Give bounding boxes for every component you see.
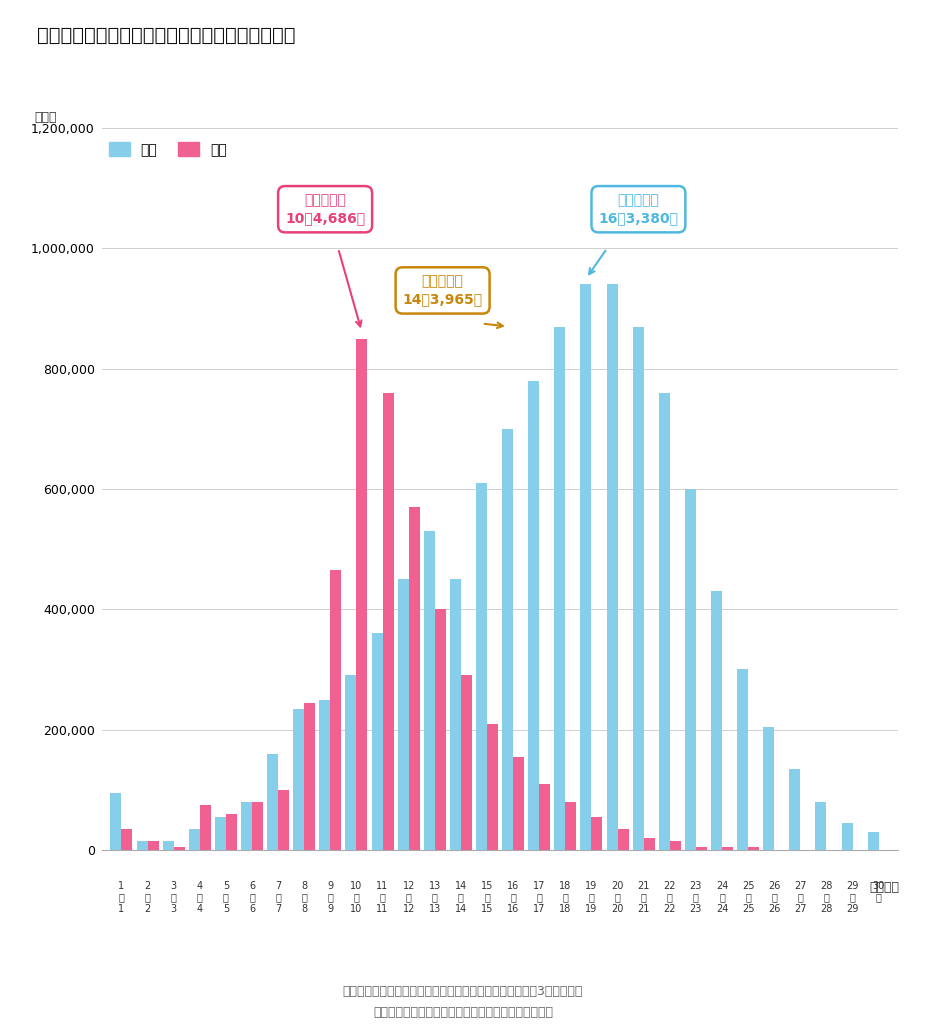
Bar bbox=[618, 828, 629, 850]
Bar bbox=[424, 531, 435, 850]
Bar bbox=[607, 285, 618, 850]
Bar bbox=[476, 483, 487, 850]
Text: 29
〜
29: 29 〜 29 bbox=[846, 882, 858, 913]
Bar bbox=[722, 847, 733, 850]
Text: 全体の平均
14万3,965円: 全体の平均 14万3,965円 bbox=[403, 274, 482, 306]
Text: 7
〜
7: 7 〜 7 bbox=[275, 882, 282, 913]
Bar bbox=[737, 670, 748, 850]
Bar bbox=[267, 754, 278, 850]
Bar bbox=[278, 790, 289, 850]
Bar bbox=[685, 489, 695, 850]
Bar bbox=[565, 802, 576, 850]
Text: 男性の平均
16万3,380円: 男性の平均 16万3,380円 bbox=[598, 193, 679, 225]
Bar bbox=[371, 633, 382, 850]
Text: 11
〜
11: 11 〜 11 bbox=[377, 882, 389, 913]
Text: 18
〜
18: 18 〜 18 bbox=[559, 882, 571, 913]
Bar bbox=[658, 392, 669, 850]
Text: 15
〜
15: 15 〜 15 bbox=[481, 882, 494, 913]
Text: 27
〜
27: 27 〜 27 bbox=[795, 882, 807, 913]
Bar bbox=[513, 757, 524, 850]
Text: 24
〜
24: 24 〜 24 bbox=[716, 882, 728, 913]
Bar bbox=[592, 817, 603, 850]
Bar bbox=[110, 793, 121, 850]
Text: 16
〜
16: 16 〜 16 bbox=[507, 882, 519, 913]
Bar bbox=[528, 381, 539, 850]
Text: 女性の平均
10万4,686円: 女性の平均 10万4,686円 bbox=[285, 193, 365, 225]
Bar bbox=[226, 814, 237, 850]
Text: 28
〜
28: 28 〜 28 bbox=[820, 882, 832, 913]
Bar bbox=[695, 847, 707, 850]
Bar bbox=[382, 392, 394, 850]
Bar bbox=[200, 805, 211, 850]
Text: 14
〜
14: 14 〜 14 bbox=[455, 882, 467, 913]
Text: 9
〜
9: 9 〜 9 bbox=[327, 882, 333, 913]
Text: 2
〜
2: 2 〜 2 bbox=[144, 882, 151, 913]
Bar bbox=[397, 580, 408, 850]
Text: 筆者　ファイナンシャルプランナー　高山一恵　作成: 筆者 ファイナンシャルプランナー 高山一恵 作成 bbox=[373, 1006, 553, 1019]
Text: （万円）: （万円） bbox=[870, 882, 899, 894]
Text: 13
〜
13: 13 〜 13 bbox=[429, 882, 441, 913]
Bar bbox=[669, 841, 681, 850]
Bar bbox=[319, 699, 331, 850]
Legend: 男性, 女性: 男性, 女性 bbox=[108, 142, 227, 157]
Text: 10
〜
10: 10 〜 10 bbox=[350, 882, 363, 913]
Bar bbox=[215, 817, 226, 850]
Text: （人）: （人） bbox=[34, 112, 56, 124]
Text: 4
〜
4: 4 〜 4 bbox=[196, 882, 203, 913]
Bar bbox=[189, 828, 200, 850]
Text: 17
〜
17: 17 〜 17 bbox=[533, 882, 545, 913]
Text: 1
〜
1: 1 〜 1 bbox=[119, 882, 124, 913]
Bar bbox=[252, 802, 263, 850]
Bar bbox=[121, 828, 132, 850]
Bar bbox=[502, 429, 513, 850]
Text: 8
〜
8: 8 〜 8 bbox=[301, 882, 307, 913]
Bar bbox=[435, 609, 445, 850]
Bar bbox=[644, 838, 655, 850]
Bar bbox=[789, 769, 800, 850]
Bar bbox=[842, 823, 853, 850]
Bar bbox=[163, 841, 174, 850]
Bar bbox=[711, 591, 722, 850]
Text: 22
〜
22: 22 〜 22 bbox=[664, 882, 676, 913]
Text: 12
〜
12: 12 〜 12 bbox=[403, 882, 415, 913]
Bar bbox=[294, 709, 305, 850]
Bar bbox=[241, 802, 252, 850]
Bar bbox=[147, 841, 158, 850]
Bar bbox=[816, 802, 826, 850]
Bar bbox=[137, 841, 147, 850]
Text: 厚生年金（国民年金を含む）の受給金額（月額）: 厚生年金（国民年金を含む）の受給金額（月額） bbox=[37, 26, 295, 45]
Text: 20
〜
20: 20 〜 20 bbox=[611, 882, 624, 913]
Bar bbox=[408, 507, 419, 850]
Text: 3
〜
3: 3 〜 3 bbox=[170, 882, 177, 913]
Text: 26
〜
26: 26 〜 26 bbox=[768, 882, 781, 913]
Text: 19
〜
19: 19 〜 19 bbox=[585, 882, 597, 913]
Text: 6
〜
6: 6 〜 6 bbox=[249, 882, 255, 913]
Bar bbox=[331, 570, 342, 850]
Bar bbox=[868, 831, 879, 850]
Text: 5
〜
5: 5 〜 5 bbox=[223, 882, 229, 913]
Bar bbox=[539, 783, 550, 850]
Bar bbox=[174, 847, 184, 850]
Text: 25
〜
25: 25 〜 25 bbox=[742, 882, 755, 913]
Bar bbox=[763, 727, 774, 850]
Bar bbox=[450, 580, 461, 850]
Text: 21
〜
21: 21 〜 21 bbox=[637, 882, 650, 913]
Text: 23
〜
23: 23 〜 23 bbox=[690, 882, 702, 913]
Bar bbox=[345, 676, 357, 850]
Bar bbox=[748, 847, 759, 850]
Text: 厚生労働省「厚生年金保険・国民年金事業の概況」（令和3年度）より: 厚生労働省「厚生年金保険・国民年金事業の概況」（令和3年度）より bbox=[343, 985, 583, 998]
Bar bbox=[305, 702, 315, 850]
Bar bbox=[487, 724, 498, 850]
Text: 30
〜: 30 〜 bbox=[872, 882, 884, 913]
Bar bbox=[581, 285, 592, 850]
Bar bbox=[357, 339, 368, 850]
Bar bbox=[461, 676, 472, 850]
Bar bbox=[555, 327, 565, 850]
Bar bbox=[632, 327, 644, 850]
